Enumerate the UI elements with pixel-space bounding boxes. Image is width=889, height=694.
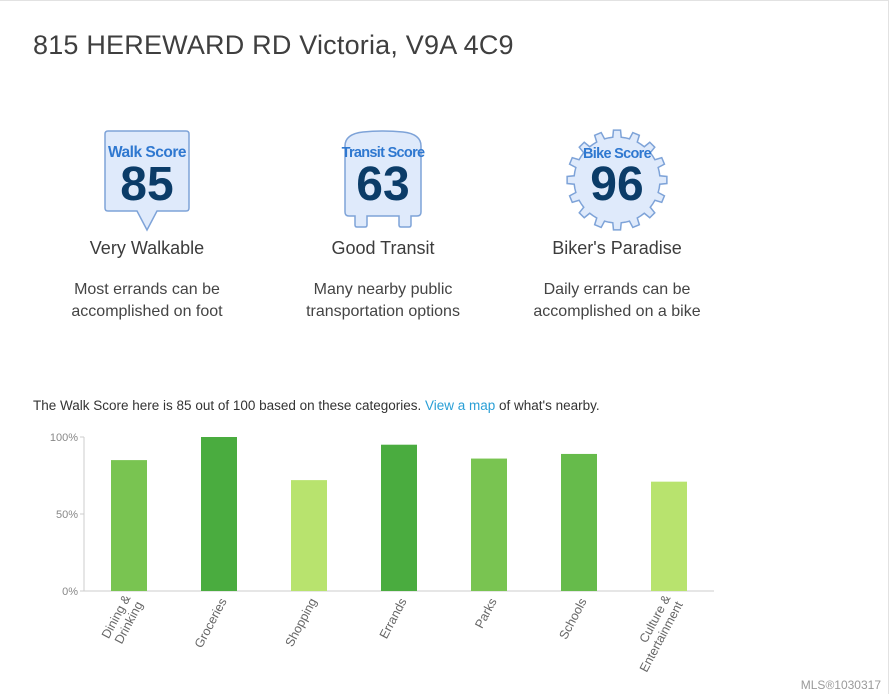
bike-score-label: Biker's Paradise [552, 238, 682, 258]
bar-dining-drinking[interactable] [111, 460, 147, 591]
x-tick-label: Groceries [192, 596, 230, 650]
bar-shopping[interactable] [291, 480, 327, 591]
x-tick-label: Dining &Drinking [99, 592, 146, 647]
walk-score-label: Very Walkable [89, 238, 205, 258]
y-tick-label: 50% [56, 509, 78, 521]
walk-score-description: Most errands can be accomplished on foot [27, 279, 267, 323]
bike-score-badge: Bike Score 96 [566, 129, 668, 231]
x-tick-label: Schools [556, 596, 589, 642]
walk-score-value: 85 [120, 158, 173, 211]
bike-score-value: 96 [590, 158, 643, 211]
mls-number: MLS®1030317 [800, 678, 881, 692]
bike-score-desc-line2: accomplished on a bike [533, 303, 701, 320]
summary-text-end: of what's nearby. [495, 398, 600, 413]
transit-score-description: Many nearby public transportation option… [263, 279, 503, 323]
top-border [0, 0, 889, 1]
x-tick-label: Errands [377, 596, 410, 641]
address-title: 815 HEREWARD RD Victoria, V9A 4C9 [33, 30, 514, 60]
category-bar-chart: 100% 50% 0% Dining &Drinking Groceries Shoppi… [50, 432, 714, 674]
transit-score-value: 63 [356, 158, 409, 211]
bike-score-description: Daily errands can be accomplished on a b… [497, 279, 737, 323]
bar-errands[interactable] [381, 444, 417, 591]
x-tick-label: Culture &Entertainment [625, 592, 687, 674]
walk-score-title: Walk Score [108, 144, 187, 161]
walk-score-desc-line2: accomplished on foot [71, 303, 223, 320]
bar-schools[interactable] [561, 453, 597, 591]
walk-score-desc-line1: Most errands can be [74, 281, 220, 298]
bar-groceries[interactable] [201, 437, 237, 591]
x-tick-label: Parks [472, 596, 499, 631]
bike-score-panel: Bike Score 96 Biker's Paradise Daily err… [497, 128, 737, 323]
bar-parks[interactable] [471, 458, 507, 591]
x-tick-label: Shopping [282, 596, 319, 649]
transit-score-desc-line2: transportation options [306, 303, 460, 320]
summary-text: The Walk Score here is 85 out of 100 bas… [33, 398, 425, 413]
walk-score-panel: Walk Score 85 Very Walkable Most errands… [27, 128, 267, 323]
bike-score-desc-line1: Daily errands can be [543, 281, 691, 298]
walk-score-summary: The Walk Score here is 85 out of 100 bas… [33, 398, 600, 413]
bike-score-title: Bike Score [583, 146, 652, 162]
bar-culture-entertainment[interactable] [651, 481, 687, 591]
transit-score-panel: Transit Score 63 Good Transit Many nearb… [263, 128, 503, 323]
transit-score-badge: Transit Score 63 [342, 130, 426, 228]
transit-score-label: Good Transit [331, 238, 435, 258]
y-tick-label: 100% [50, 432, 78, 444]
transit-score-title: Transit Score [342, 145, 425, 161]
y-tick-label: 0% [62, 586, 78, 598]
walk-score-badge: Walk Score 85 [104, 130, 190, 232]
transit-score-desc-line1: Many nearby public [313, 281, 453, 298]
view-map-link[interactable]: View a map [424, 398, 496, 413]
